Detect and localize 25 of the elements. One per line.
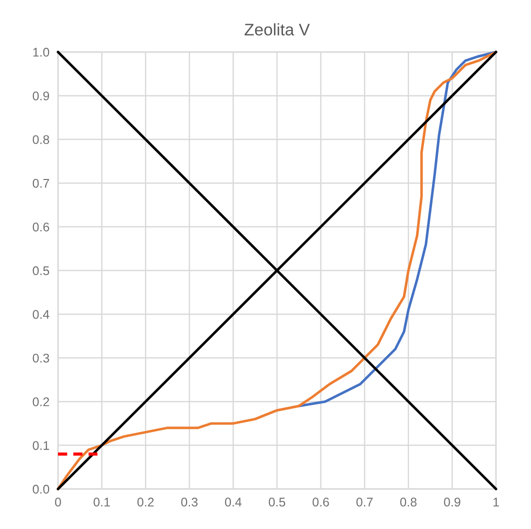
- x-tick-label: 0.5: [268, 498, 286, 507]
- y-tick-label: 0.5: [32, 266, 50, 276]
- x-tick-label: 0.3: [181, 498, 198, 507]
- y-tick-label: 0.7: [32, 178, 50, 188]
- y-tick-label: 1.0: [33, 48, 50, 57]
- line-series: [56, 50, 498, 490]
- y-tick-label: 0.0: [32, 484, 50, 494]
- y-tick-label: 0.8: [32, 135, 50, 144]
- x-tick-label: 0.4: [225, 498, 242, 507]
- y-tick-label: 0.3: [32, 354, 50, 363]
- y-tick-label: 0.1: [32, 441, 50, 450]
- y-tick-label: 0.6: [32, 222, 50, 232]
- x-tick-label: 0: [55, 498, 61, 507]
- x-tick-label: 1: [493, 498, 499, 506]
- x-tick-label: 0.1: [94, 498, 110, 507]
- y-tick-label: 0.9: [32, 92, 50, 100]
- chart-title: Zeolita V: [244, 23, 310, 36]
- x-tick-label: 0.7: [356, 498, 373, 507]
- line-series: [298, 50, 498, 408]
- y-tick-label: 0.2: [32, 397, 50, 406]
- x-tick-label: 0.6: [312, 498, 329, 507]
- x-tick-label: 0.8: [400, 498, 417, 507]
- x-tick-label: 0.9: [444, 498, 460, 507]
- x-tick-label: 0.2: [137, 498, 154, 507]
- y-tick-label: 0.4: [32, 310, 50, 319]
